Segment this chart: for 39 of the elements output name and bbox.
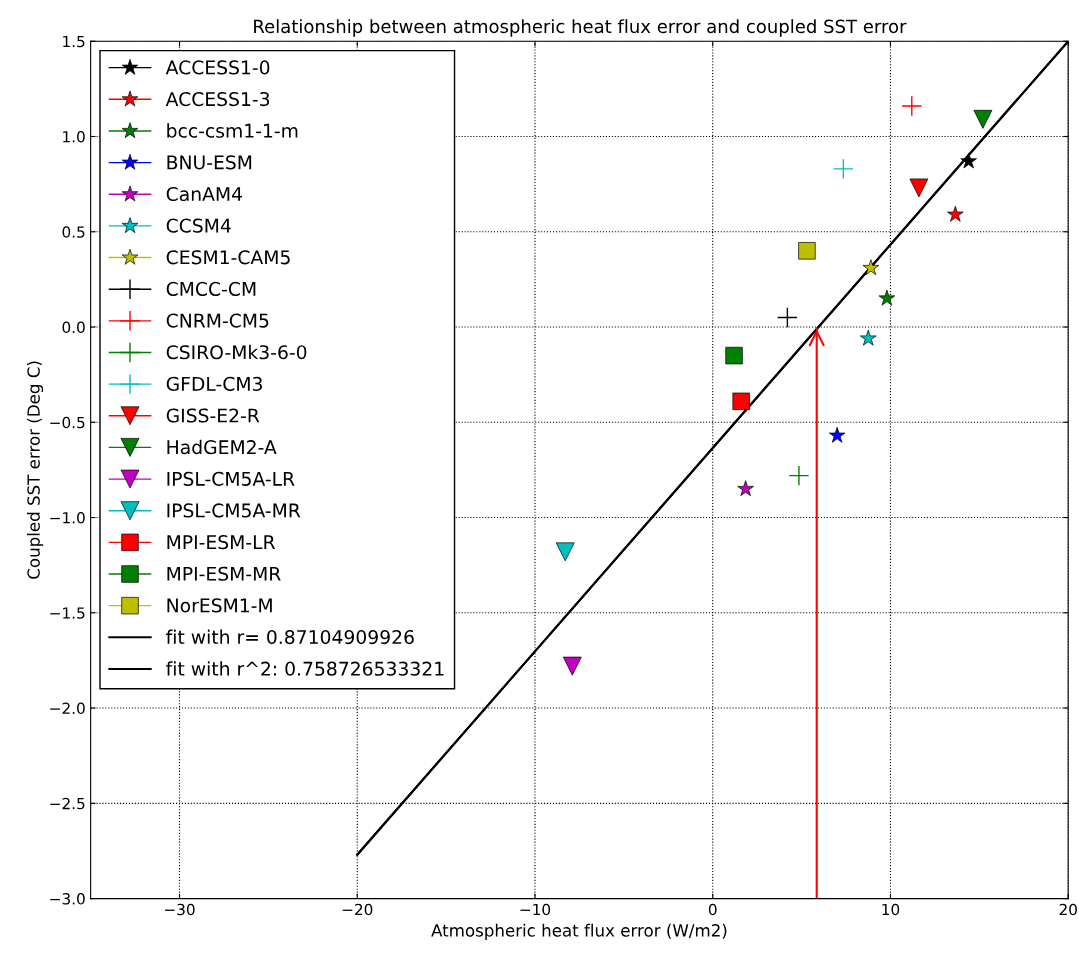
legend-label: BNU-ESM [167, 155, 252, 170]
y-tick-label: −2.5 [50, 797, 85, 810]
x-tick-label: −20 [342, 903, 373, 916]
legend-label: GISS-E2-R [166, 408, 260, 423]
legend-label: MPI-ESM-MR [167, 566, 281, 581]
legend-label: NorESM1-M [167, 598, 272, 613]
legend-label: CSIRO-Mk3-6-0 [166, 344, 307, 360]
x-tick-label: 0 [708, 903, 717, 916]
legend-label: MPI-ESM-LR [167, 535, 276, 550]
x-axis-title: Atmospheric heat flux error (W/m2) [431, 923, 727, 940]
legend-label: IPSL-CM5A-LR [167, 471, 295, 486]
x-tick-label: −10 [520, 903, 551, 916]
y-tick-label: −3.0 [50, 893, 85, 905]
legend-label: IPSL-CM5A-MR [167, 503, 301, 518]
y-axis-title: Coupled SST error (Deg C) [26, 361, 44, 579]
legend-label: HadGEM2-A [167, 439, 277, 455]
x-tick-label: −30 [165, 903, 195, 916]
y-tick-label: 1.5 [63, 35, 85, 48]
legend-label: CCSM4 [166, 218, 231, 233]
legend-label: fit with r= 0.87104909926 [166, 629, 414, 645]
y-tick-label: −1.0 [50, 512, 85, 524]
y-tick-label: 0.5 [62, 226, 85, 238]
chart-title: Relationship between atmospheric heat flux error and coupled SST error [254, 19, 907, 37]
legend-label: fit with r^2: 0.758726533321 [166, 661, 444, 676]
y-tick-label: 0.0 [62, 321, 85, 334]
legend-label: ACCESS1-0 [165, 60, 270, 75]
legend-label: ACCESS1-3 [165, 91, 270, 107]
legend-label: CanAM4 [166, 186, 242, 202]
legend-label: bcc-csm1-1-m [167, 123, 298, 138]
y-tick-label: 1.0 [63, 130, 85, 143]
y-tick-label: −0.5 [50, 416, 85, 429]
y-tick-label: −2.0 [50, 702, 85, 715]
legend-label: CESM1-CAM5 [166, 250, 290, 265]
x-tick-label: 10 [882, 903, 900, 916]
x-tick-label: 20 [1059, 903, 1077, 916]
legend-label: GFDL-CM3 [166, 376, 262, 391]
legend-label: CMCC-CM [166, 281, 256, 297]
y-tick-label: −1.5 [50, 607, 85, 619]
legend-label: CNRM-CM5 [166, 313, 269, 328]
